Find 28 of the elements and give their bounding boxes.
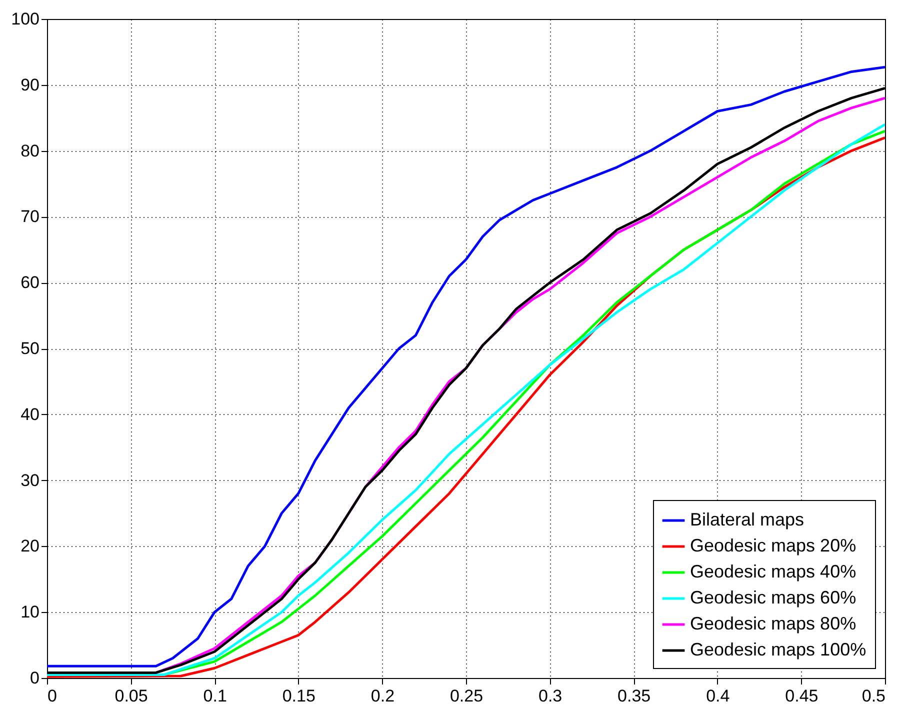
x-tick-label: 0.35 [618, 686, 651, 706]
x-tick-label: 0.5 [862, 686, 886, 706]
y-tick-label: 10 [20, 602, 40, 622]
y-tick-label: 30 [20, 470, 40, 490]
y-tick-label: 20 [20, 536, 40, 556]
legend-label: Geodesic maps 80% [690, 614, 856, 634]
y-tick-label: 80 [20, 141, 40, 160]
y-tick-label: 70 [20, 207, 40, 226]
x-tick-label: 0.3 [538, 686, 562, 706]
y-tick-label: 50 [20, 339, 40, 358]
x-tick-label: 0.25 [450, 686, 484, 706]
legend-label: Geodesic maps 40% [690, 562, 856, 582]
legend-label: Geodesic maps 100% [690, 640, 866, 660]
legend-label: Geodesic maps 20% [690, 536, 856, 556]
x-tick-label: 0.2 [370, 686, 395, 706]
y-tick-label: 0 [30, 668, 40, 688]
x-tick-label: 0 [48, 686, 57, 706]
legend-label: Geodesic maps 60% [690, 588, 856, 608]
x-tick-label: 0.1 [203, 686, 227, 706]
x-tick-label: 0.15 [282, 686, 316, 706]
y-tick-label: 60 [20, 273, 40, 292]
x-tick-label: 0.4 [706, 686, 730, 706]
y-tick-label: 90 [20, 75, 40, 94]
y-tick-label: 100 [11, 10, 40, 28]
y-tick-label: 40 [20, 404, 40, 424]
x-tick-label: 0.45 [785, 686, 818, 706]
x-tick-label: 0.05 [114, 686, 148, 706]
legend-label: Bilateral maps [690, 510, 804, 530]
